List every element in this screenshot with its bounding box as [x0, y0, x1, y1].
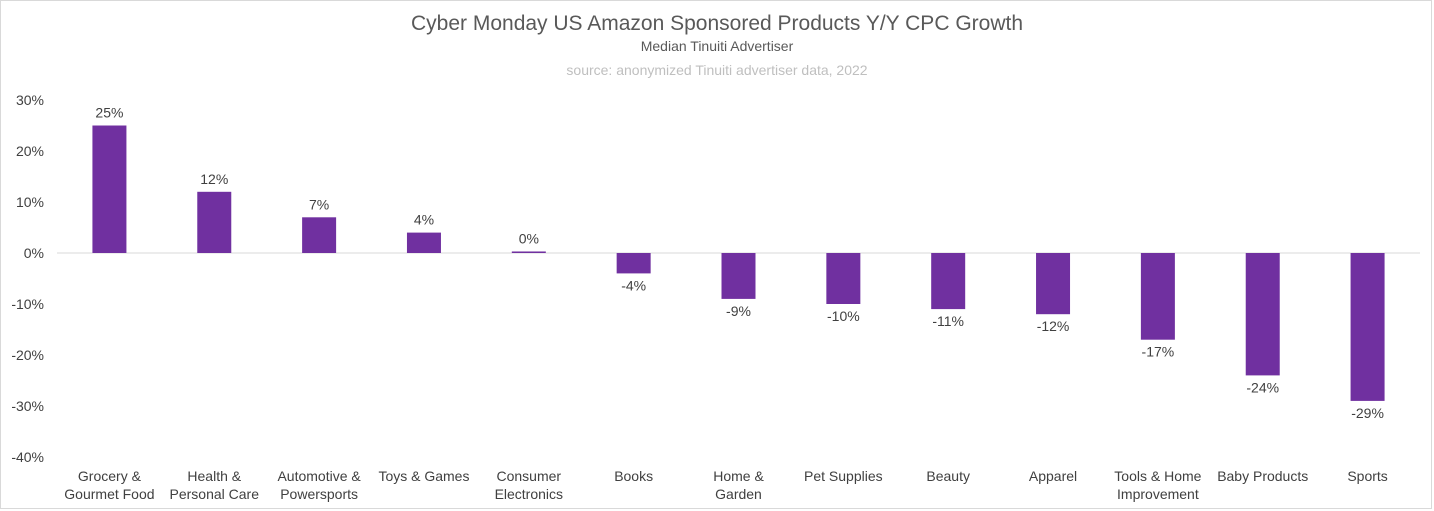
category-label-line: Sports [1347, 468, 1387, 484]
data-label: -11% [932, 313, 964, 329]
data-label: -9% [726, 303, 751, 319]
chart-title: Cyber Monday US Amazon Sponsored Product… [410, 12, 1023, 35]
y-tick-label: 30% [16, 92, 44, 108]
category-label-line: Home & [713, 468, 764, 484]
chart-source: source: anonymized Tinuiti advertiser da… [566, 62, 868, 78]
data-label: -24% [1246, 379, 1279, 395]
bar [1140, 253, 1175, 340]
category-label-line: Toys & Games [378, 468, 469, 484]
data-label: 0% [519, 230, 539, 246]
data-label: -10% [827, 308, 860, 324]
category-label: Pet Supplies [804, 468, 883, 484]
category-label: Apparel [1029, 468, 1077, 484]
data-label: 7% [309, 196, 329, 212]
bar [197, 191, 232, 253]
category-label-line: Garden [715, 486, 762, 502]
chart-subtitle: Median Tinuiti Advertiser [640, 38, 794, 54]
category-label-line: Powersports [280, 486, 358, 502]
y-tick-label: -20% [11, 347, 44, 363]
y-tick-label: 0% [24, 245, 44, 261]
y-tick-label: -40% [11, 449, 44, 465]
bar [511, 251, 546, 253]
y-tick-label: 20% [16, 143, 44, 159]
bar [1245, 253, 1280, 376]
data-label: -12% [1037, 318, 1070, 334]
category-label: Books [614, 468, 653, 484]
category-label-line: Personal Care [170, 486, 260, 502]
category-label-line: Improvement [1117, 486, 1199, 502]
y-tick-label: 10% [16, 194, 44, 210]
category-label: Tools & Home Improvement [1114, 468, 1201, 502]
bar [1036, 253, 1071, 315]
category-label: Sports [1347, 468, 1387, 484]
category-label-line: Grocery & [78, 468, 142, 484]
category-label: Home & Garden [713, 468, 764, 502]
category-label-line: Consumer [497, 468, 562, 484]
category-label-line: Baby Products [1217, 468, 1308, 484]
data-label: -17% [1142, 344, 1175, 360]
data-label: -4% [621, 277, 646, 293]
y-tick-label: -30% [11, 398, 44, 414]
category-label-line: Tools & Home [1114, 468, 1201, 484]
category-label: Consumer Electronics [495, 468, 563, 502]
category-label: Health & Personal Care [170, 468, 260, 502]
category-label-line: Health & [187, 468, 241, 484]
bar [931, 253, 966, 310]
data-label: 4% [414, 212, 434, 228]
bar [616, 253, 651, 274]
category-label: Baby Products [1217, 468, 1308, 484]
data-label: -29% [1351, 405, 1384, 421]
category-label-line: Apparel [1029, 468, 1077, 484]
bar [721, 253, 756, 299]
category-label-line: Electronics [495, 486, 563, 502]
category-label: Toys & Games [378, 468, 469, 484]
bar [92, 125, 127, 253]
bar [826, 253, 861, 304]
bar [302, 217, 337, 253]
category-label-line: Beauty [926, 468, 970, 484]
category-label: Grocery & Gourmet Food [64, 468, 154, 502]
category-label-line: Gourmet Food [64, 486, 154, 502]
category-label-line: Automotive & [277, 468, 361, 484]
category-label: Beauty [926, 468, 970, 484]
bar [406, 232, 441, 253]
y-tick-label: -10% [11, 296, 44, 312]
category-label: Automotive & Powersports [277, 468, 361, 502]
data-label: 12% [200, 171, 228, 187]
category-label-line: Pet Supplies [804, 468, 883, 484]
bar [1350, 253, 1385, 401]
category-label-line: Books [614, 468, 653, 484]
data-label: 25% [95, 105, 123, 121]
